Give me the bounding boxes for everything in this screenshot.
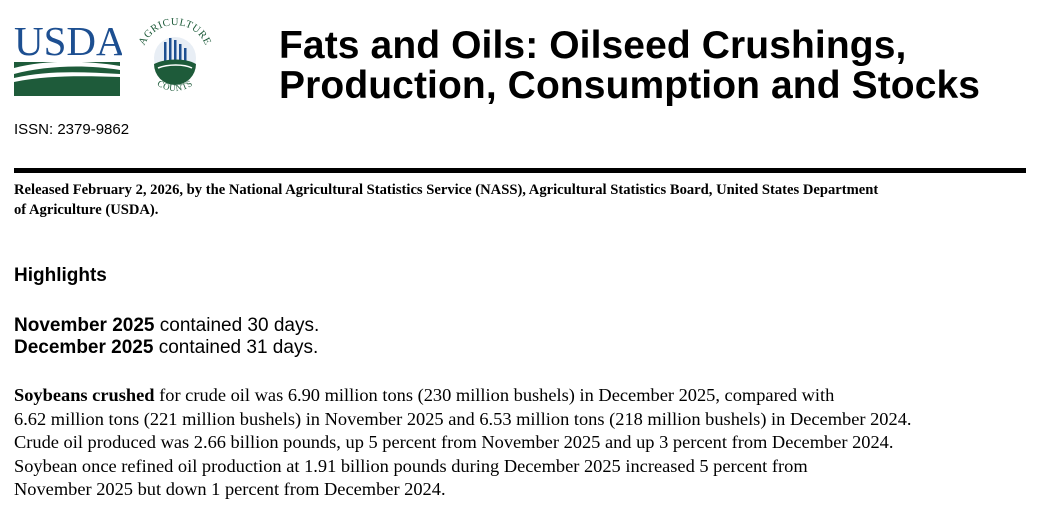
month-days-block: November 2025 contained 30 days. Decembe…: [14, 315, 319, 359]
paragraph-line: 6.62 million tons (221 million bushels) …: [14, 408, 912, 429]
days-line-december: December 2025 contained 31 days.: [14, 337, 319, 359]
header-divider: [14, 168, 1026, 173]
issn-label: ISSN: 2379-9862: [14, 121, 130, 138]
release-statement: Released February 2, 2026, by the Nation…: [14, 180, 1029, 220]
month-label: December 2025: [14, 337, 154, 358]
agriculture-counts-logo: AGRICULTURE COUNTS: [134, 14, 216, 98]
report-title-line-1: Fats and Oils: Oilseed Crushings,: [279, 24, 907, 67]
report-title-line-2: Production, Consumption and Stocks: [279, 64, 981, 107]
paragraph-line: Soybean once refined oil production at 1…: [14, 455, 808, 476]
svg-text:USDA: USDA: [14, 22, 122, 64]
highlights-heading: Highlights: [14, 265, 107, 286]
release-statement-line-1: Released February 2, 2026, by the Nation…: [14, 182, 879, 198]
report-title: Fats and Oils: Oilseed Crushings, Produc…: [279, 26, 980, 106]
usda-logo: USDA: [14, 18, 126, 98]
days-text: contained 31 days.: [153, 337, 319, 358]
paragraph-line: Crude oil produced was 2.66 billion poun…: [14, 432, 894, 452]
paragraph-text: for crude oil was 6.90 million tons (230…: [154, 385, 835, 405]
days-line-november: November 2025 contained 30 days.: [14, 315, 319, 337]
days-text: contained 30 days.: [154, 315, 320, 336]
month-label: November 2025: [14, 315, 155, 336]
soybeans-crushed-lead: Soybeans crushed: [14, 385, 155, 405]
soybean-paragraph: Soybeans crushed for crude oil was 6.90 …: [14, 384, 912, 502]
release-statement-line-2: of Agriculture (USDA).: [14, 202, 159, 218]
svg-text:COUNTS: COUNTS: [156, 78, 195, 93]
paragraph-line: November 2025 but down 1 percent from De…: [14, 479, 446, 499]
paragraph-line: Soybeans crushed for crude oil was 6.90 …: [14, 384, 912, 408]
